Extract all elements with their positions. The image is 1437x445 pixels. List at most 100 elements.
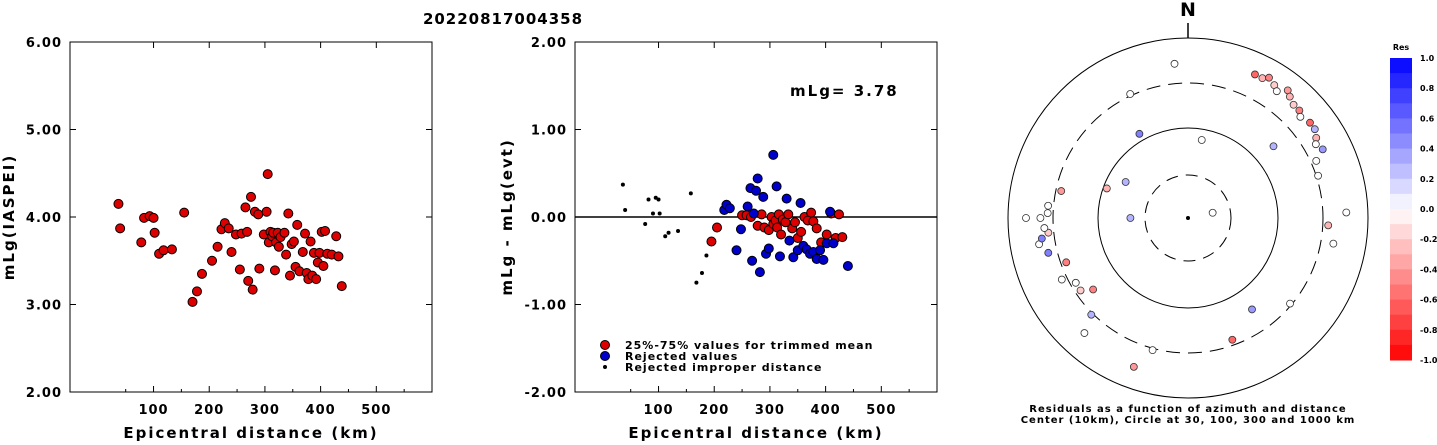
data-point (688, 191, 693, 196)
colorbar-swatch (1390, 103, 1412, 119)
data-point (742, 201, 753, 212)
colorbar-title: Res (1393, 43, 1410, 52)
data-point (748, 208, 759, 219)
data-point (246, 191, 256, 202)
data-point (223, 223, 234, 234)
station-point (1251, 70, 1259, 79)
station-point (1289, 100, 1298, 109)
data-point (754, 267, 765, 278)
data-point (758, 191, 769, 202)
station-point (1135, 129, 1144, 138)
station-point (1040, 224, 1049, 232)
station-point (1071, 278, 1080, 287)
colorbar-swatch (1390, 314, 1412, 331)
data-point (273, 241, 284, 252)
data-point (331, 231, 342, 242)
station-point (1296, 112, 1305, 121)
station-point (1044, 248, 1053, 257)
colorbar-swatch (1390, 254, 1412, 270)
colorbar-swatch (1390, 88, 1412, 104)
data-point (751, 185, 761, 196)
colorbar-tick-label: 0.4 (1420, 145, 1435, 154)
station-point (1258, 74, 1267, 83)
legend-label-trimmed: 25%-75% values for trimmed mean (625, 339, 873, 352)
north-label: N (1180, 0, 1196, 21)
data-point (292, 219, 303, 230)
data-point (136, 237, 147, 248)
station-point (1306, 118, 1314, 127)
data-point (243, 275, 254, 286)
data-point (818, 254, 829, 265)
data-point (333, 251, 344, 262)
data-point (300, 228, 311, 239)
station-point (1044, 201, 1053, 210)
station-point (1248, 305, 1256, 314)
y-tick-label: 5.00 (26, 124, 62, 139)
data-point (283, 208, 294, 219)
data-point (731, 245, 742, 256)
data-point (784, 235, 795, 246)
colorbar-swatch (1390, 239, 1412, 255)
x-tick-label: 200 (699, 403, 729, 418)
station-point (1286, 299, 1294, 308)
station-point (1295, 106, 1304, 115)
x-tick-label: 100 (138, 403, 168, 418)
data-point (284, 270, 295, 281)
station-point (1208, 208, 1217, 217)
data-point (763, 243, 774, 254)
y-axis-label: mLg - mLg(evt) (498, 138, 516, 295)
data-point (212, 241, 223, 252)
station-point (1197, 136, 1206, 144)
colorbar-tick-label: -0.8 (1420, 326, 1437, 335)
station-point (1121, 178, 1130, 186)
station-point (1062, 258, 1071, 267)
colorbar-tick-label: 0.8 (1420, 84, 1435, 93)
data-point (656, 197, 661, 202)
y-ticks: -2.00 -1.00 0.00 1.00 2.00 (525, 36, 937, 401)
station-point (1148, 346, 1157, 355)
x-ticks: 100 200 300 400 500 (125, 42, 405, 418)
x-tick-label: 300 (755, 403, 785, 418)
data-point (771, 181, 782, 192)
station-points (1022, 59, 1351, 371)
data-point (666, 230, 671, 235)
colorbar: 1.0 0.8 0.6 0.4 0.2 0.0 -0.2 -0.4 -0.6 -0.8 -1.0 (1390, 54, 1437, 365)
station-point (1057, 187, 1066, 195)
data-point (788, 252, 799, 263)
station-point (1126, 90, 1135, 98)
data-point (806, 207, 817, 218)
station-point (1324, 221, 1333, 230)
station-point (1318, 145, 1327, 154)
data-point (735, 224, 746, 235)
legend: 25%-75% values for trimmed mean Rejected… (600, 339, 873, 374)
x-tick-label: 400 (306, 403, 336, 418)
data-point (320, 226, 331, 236)
epicenter-dot (1186, 216, 1190, 220)
station-point (1272, 87, 1281, 96)
colorbar-swatch (1390, 73, 1412, 89)
data-point (795, 198, 806, 208)
x-axis-label: Epicentral distance (km) (628, 424, 883, 441)
ring-300km (1052, 82, 1324, 354)
data-point (115, 223, 126, 234)
x-tick-label: 200 (194, 403, 224, 418)
y-tick-label: -1.00 (525, 299, 567, 314)
ring-30km (1144, 174, 1232, 262)
station-point (1087, 310, 1096, 319)
data-point (311, 274, 322, 285)
y-tick-label: 3.00 (26, 299, 62, 314)
colorbar-swatch (1390, 133, 1412, 150)
data-point (148, 212, 159, 223)
ring-100km (1097, 127, 1279, 309)
data-point (247, 284, 258, 295)
data-point (281, 249, 292, 260)
y-tick-label: 2.00 (531, 36, 567, 51)
legend-marker-improper (603, 365, 607, 369)
colorbar-tick-label: 0.6 (1420, 114, 1435, 123)
y-ticks: 2.00 3.00 4.00 5.00 6.00 (26, 36, 432, 401)
ring-1000km (1007, 37, 1369, 399)
station-point (1228, 335, 1237, 344)
station-point (1129, 362, 1138, 371)
colorbar-tick-label: -0.4 (1420, 265, 1437, 274)
